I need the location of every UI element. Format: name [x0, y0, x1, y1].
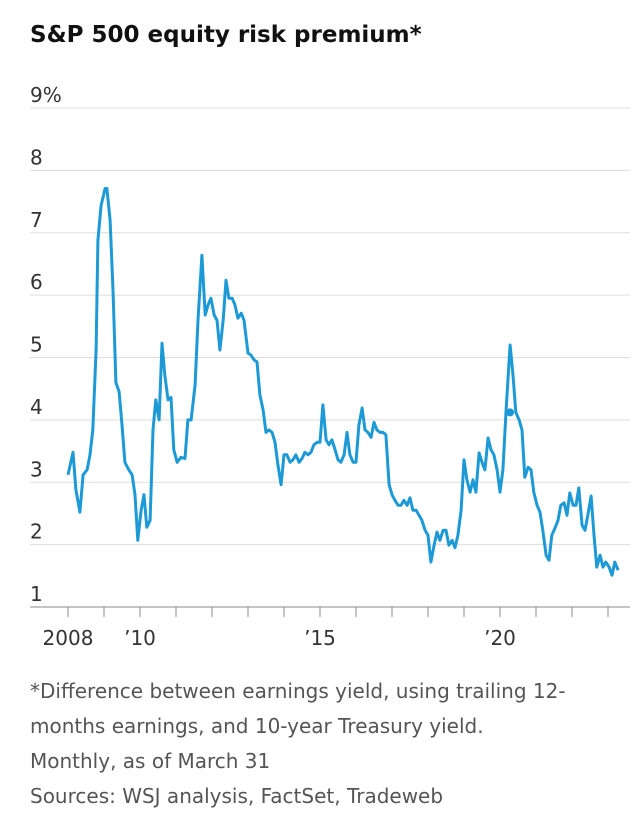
x-tick-label: ’20	[484, 626, 516, 650]
y-tick-label: 1	[30, 582, 43, 606]
y-tick-label: 7	[30, 208, 43, 232]
footnote: Monthly, as of March 31	[30, 749, 270, 773]
data-marker	[506, 408, 515, 417]
x-tick-label: ’15	[304, 626, 336, 650]
y-tick-label: 5	[30, 333, 43, 357]
y-tick-label: 2	[30, 520, 43, 544]
chart-title: S&P 500 equity risk premium*	[30, 22, 422, 48]
y-tick-label: 9%	[30, 83, 62, 107]
x-tick-label: ’10	[124, 626, 156, 650]
y-tick-label: 3	[30, 457, 43, 481]
x-tick-label: 2008	[43, 626, 94, 650]
y-tick-label: 6	[30, 270, 43, 294]
footnote: months earnings, and 10-year Treasury yi…	[30, 714, 484, 738]
y-tick-label: 8	[30, 145, 43, 169]
footnote: *Difference between earnings yield, usin…	[30, 679, 566, 703]
footnote: Sources: WSJ analysis, FactSet, Tradeweb	[30, 784, 443, 808]
y-tick-label: 4	[30, 395, 43, 419]
data-line	[66, 187, 620, 577]
